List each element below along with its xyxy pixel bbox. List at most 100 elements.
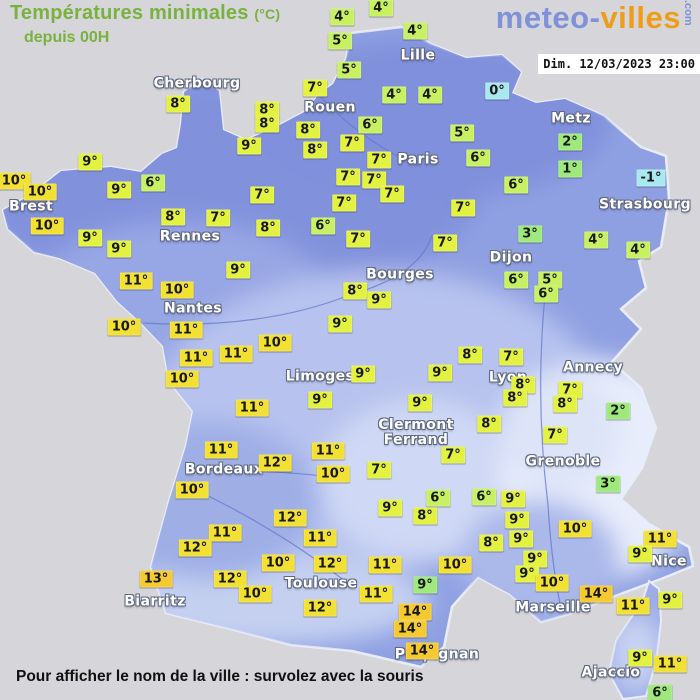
temp-badge[interactable]: 6° — [311, 217, 335, 235]
temp-badge[interactable]: 1° — [558, 160, 582, 178]
temp-badge[interactable]: 9° — [515, 565, 539, 583]
temp-badge[interactable]: 13° — [139, 570, 173, 588]
temp-badge[interactable]: 8° — [553, 395, 577, 413]
temp-badge[interactable]: 9° — [328, 315, 352, 333]
temp-badge[interactable]: 9° — [78, 153, 102, 171]
temp-badge[interactable]: 10° — [558, 520, 592, 538]
temp-badge[interactable]: 5° — [450, 124, 474, 142]
temp-badge[interactable]: 9° — [501, 490, 525, 508]
temp-badge[interactable]: 5° — [538, 271, 562, 289]
temp-badge[interactable]: 4° — [418, 86, 442, 104]
temp-badge[interactable]: 7° — [336, 168, 360, 186]
temp-badge[interactable]: 7° — [433, 234, 457, 252]
temp-badge[interactable]: 11° — [359, 585, 393, 603]
temp-badge[interactable]: 10° — [23, 183, 57, 201]
temp-badge[interactable]: 8° — [477, 415, 501, 433]
temp-badge[interactable]: 8° — [161, 208, 185, 226]
temp-badge[interactable]: 6° — [141, 174, 165, 192]
temp-badge[interactable]: 9° — [628, 649, 652, 667]
temp-badge[interactable]: 9° — [509, 530, 533, 548]
temp-badge[interactable]: 7° — [441, 446, 465, 464]
temp-badge[interactable]: 9° — [226, 261, 250, 279]
temp-badge[interactable]: 7° — [206, 209, 230, 227]
temp-badge[interactable]: 7° — [346, 230, 370, 248]
temp-badge[interactable]: 8° — [413, 507, 437, 525]
temp-badge[interactable]: 9° — [78, 229, 102, 247]
temp-badge[interactable]: 12° — [313, 555, 347, 573]
temp-badge[interactable]: 7° — [340, 134, 364, 152]
temp-badge[interactable]: 10° — [261, 554, 295, 572]
temp-badge[interactable]: 10° — [258, 334, 292, 352]
temp-badge[interactable]: 6° — [466, 149, 490, 167]
temp-badge[interactable]: 9° — [367, 291, 391, 309]
temp-badge[interactable]: 9° — [413, 576, 437, 594]
temp-badge[interactable]: 4° — [403, 22, 427, 40]
temp-badge[interactable]: 7° — [558, 381, 582, 399]
temp-badge[interactable]: 6° — [426, 489, 450, 507]
temp-badge[interactable]: 10° — [165, 370, 199, 388]
temp-badge[interactable]: 12° — [303, 599, 337, 617]
temp-badge[interactable]: 9° — [351, 365, 375, 383]
temp-badge[interactable]: 12° — [213, 570, 247, 588]
temp-badge[interactable]: 6° — [534, 285, 558, 303]
temp-badge[interactable]: 9° — [658, 591, 682, 609]
temp-badge[interactable]: 6° — [504, 176, 528, 194]
temp-badge[interactable]: 6° — [358, 116, 382, 134]
temp-badge[interactable]: 4° — [382, 86, 406, 104]
temp-badge[interactable]: 7° — [250, 186, 274, 204]
temp-badge[interactable]: 10° — [535, 574, 569, 592]
temp-badge[interactable]: 7° — [499, 348, 523, 366]
temp-badge[interactable]: 3° — [518, 225, 542, 243]
temp-badge[interactable]: 10° — [316, 465, 350, 483]
temp-badge[interactable]: 10° — [30, 217, 64, 235]
temp-badge[interactable]: 4° — [369, 0, 393, 17]
temp-badge[interactable]: -1° — [636, 169, 666, 187]
temp-badge[interactable]: 6° — [504, 271, 528, 289]
temp-badge[interactable]: 9° — [308, 391, 332, 409]
temp-badge[interactable]: 8° — [296, 121, 320, 139]
temp-badge[interactable]: 7° — [367, 151, 391, 169]
temp-badge[interactable]: 14° — [398, 603, 432, 621]
temp-badge[interactable]: 7° — [451, 199, 475, 217]
temp-badge[interactable]: 7° — [380, 185, 404, 203]
temp-badge[interactable]: 10° — [438, 556, 472, 574]
temp-badge[interactable]: 11° — [208, 524, 242, 542]
temp-badge[interactable]: 12° — [258, 454, 292, 472]
temp-badge[interactable]: 8° — [255, 115, 279, 133]
temp-badge[interactable]: 5° — [328, 32, 352, 50]
temp-badge[interactable]: 12° — [178, 539, 212, 557]
temp-badge[interactable]: 11° — [119, 272, 153, 290]
temp-badge[interactable]: 11° — [303, 529, 337, 547]
temp-badge[interactable]: 5° — [337, 61, 361, 79]
temp-badge[interactable]: 11° — [616, 597, 650, 615]
temp-badge[interactable]: 11° — [311, 442, 345, 460]
temp-badge[interactable]: 8° — [166, 95, 190, 113]
temp-badge[interactable]: 11° — [368, 556, 402, 574]
temp-badge[interactable]: 8° — [255, 101, 279, 119]
temp-badge[interactable]: 10° — [175, 481, 209, 499]
temp-badge[interactable]: 11° — [204, 441, 238, 459]
temp-badge[interactable]: 9° — [523, 550, 547, 568]
temp-badge[interactable]: 10° — [238, 585, 272, 603]
temp-badge[interactable]: 9° — [428, 364, 452, 382]
temp-badge[interactable]: 7° — [362, 171, 386, 189]
temp-badge[interactable]: 4° — [626, 241, 650, 259]
temp-badge[interactable]: 3° — [596, 475, 620, 493]
temp-badge[interactable]: 2° — [606, 402, 630, 420]
temp-badge[interactable]: 8° — [503, 389, 527, 407]
temp-badge[interactable]: 14° — [393, 620, 427, 638]
temp-badge[interactable]: 0° — [485, 82, 509, 100]
temp-badge[interactable]: 7° — [332, 194, 356, 212]
temp-badge[interactable]: 8° — [256, 219, 280, 237]
temp-badge[interactable]: 8° — [343, 282, 367, 300]
temp-badge[interactable]: 11° — [643, 530, 677, 548]
temp-badge[interactable]: 11° — [169, 321, 203, 339]
logo[interactable]: meteo-villes.com — [496, 0, 694, 36]
temp-badge[interactable]: 8° — [511, 376, 535, 394]
temp-badge[interactable]: 11° — [653, 655, 687, 673]
temp-badge[interactable]: 7° — [543, 426, 567, 444]
temp-badge[interactable]: 6° — [472, 488, 496, 506]
temp-badge[interactable]: 8° — [479, 534, 503, 552]
temp-badge[interactable]: 9° — [505, 511, 529, 529]
